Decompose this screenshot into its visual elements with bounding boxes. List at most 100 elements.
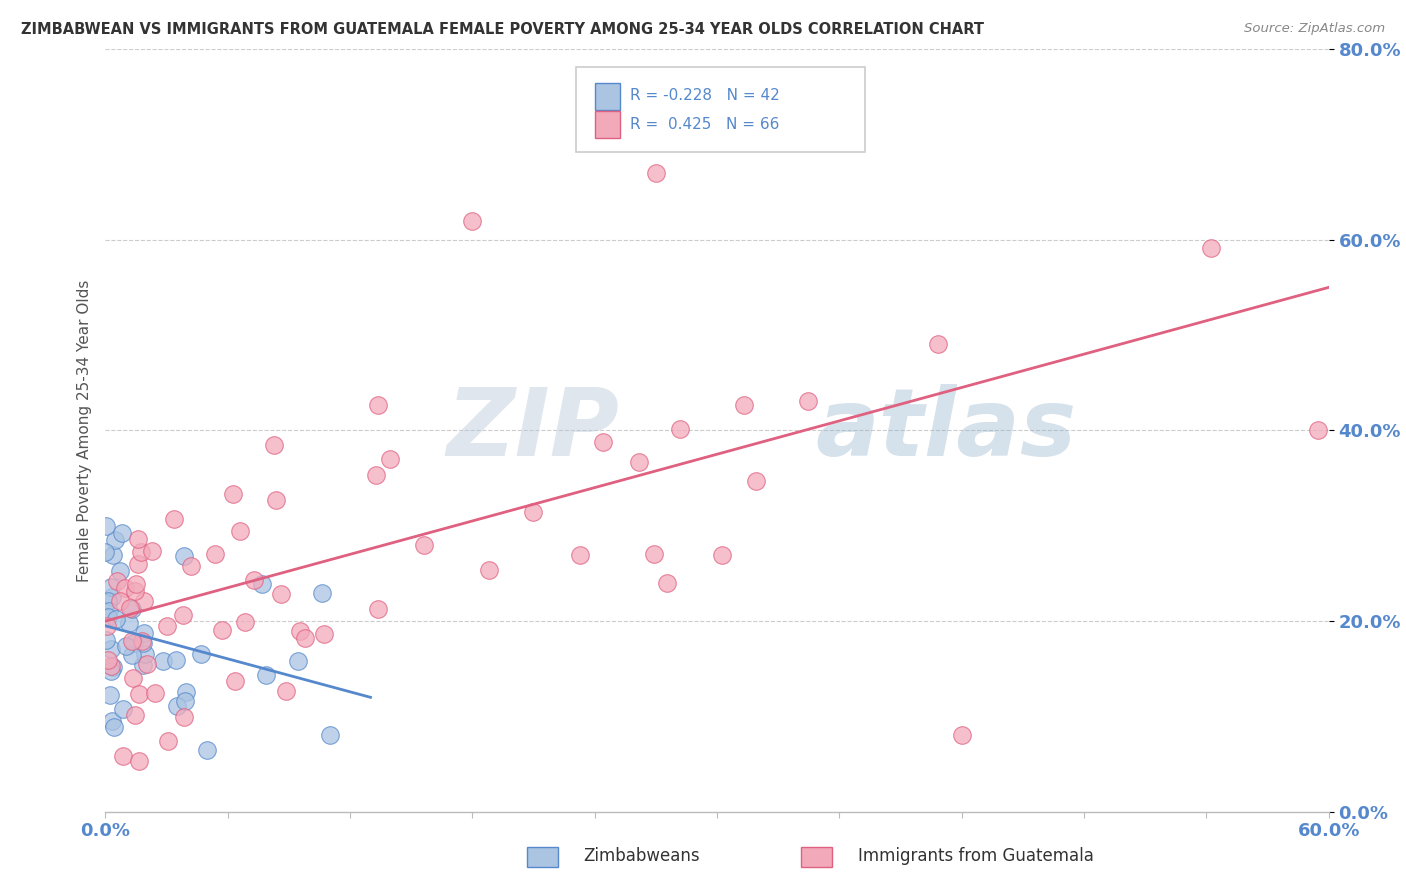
Point xyxy=(129,545,152,559)
Point xyxy=(669,422,692,436)
Point xyxy=(242,573,264,587)
Point xyxy=(270,587,292,601)
Point xyxy=(128,687,150,701)
Point xyxy=(132,658,155,673)
Point xyxy=(224,673,246,688)
Point xyxy=(294,631,316,645)
Point xyxy=(478,563,501,577)
Point xyxy=(100,641,122,656)
Text: Immigrants from Guatemala: Immigrants from Guatemala xyxy=(858,847,1094,865)
Point xyxy=(366,467,388,482)
Point xyxy=(97,594,120,608)
Point xyxy=(413,538,436,552)
Point xyxy=(124,707,146,722)
Point xyxy=(367,398,389,412)
Text: R = -0.228   N = 42: R = -0.228 N = 42 xyxy=(630,88,780,103)
Point xyxy=(797,394,820,409)
Point xyxy=(927,337,949,351)
Text: ZIP: ZIP xyxy=(446,384,619,476)
Point xyxy=(288,624,311,639)
Point xyxy=(121,634,143,648)
Point xyxy=(163,512,186,526)
Point xyxy=(173,549,195,564)
Point xyxy=(627,455,650,469)
Point xyxy=(122,636,145,650)
Point xyxy=(522,505,544,519)
Point xyxy=(166,699,188,714)
Point xyxy=(98,688,121,702)
Point xyxy=(311,585,333,599)
Point xyxy=(1308,424,1330,438)
Point xyxy=(172,607,194,622)
Point xyxy=(118,615,141,630)
Text: ZIMBABWEAN VS IMMIGRANTS FROM GUATEMALA FEMALE POVERTY AMONG 25-34 YEAR OLDS COR: ZIMBABWEAN VS IMMIGRANTS FROM GUATEMALA … xyxy=(21,22,984,37)
Point xyxy=(115,639,138,653)
Point xyxy=(592,434,614,449)
Point xyxy=(733,398,755,412)
Point xyxy=(141,543,163,558)
Point xyxy=(250,577,273,591)
Point xyxy=(108,564,131,578)
Point xyxy=(127,557,149,571)
Point xyxy=(122,671,145,685)
Point xyxy=(103,720,125,734)
Point xyxy=(128,754,150,768)
Point xyxy=(94,518,117,533)
Point xyxy=(211,623,233,637)
Point xyxy=(94,545,117,559)
Point xyxy=(950,728,973,742)
Point xyxy=(174,693,197,707)
Point xyxy=(165,652,187,666)
Point xyxy=(104,533,127,547)
Point xyxy=(229,524,252,539)
Point xyxy=(367,602,389,616)
Point xyxy=(121,602,143,616)
Point xyxy=(100,591,122,605)
Text: Zimbabweans: Zimbabweans xyxy=(583,847,700,865)
Point xyxy=(127,532,149,546)
Point xyxy=(655,576,678,591)
Point xyxy=(312,626,335,640)
Point xyxy=(378,452,401,467)
Y-axis label: Female Poverty Among 25-34 Year Olds: Female Poverty Among 25-34 Year Olds xyxy=(76,279,91,582)
Point xyxy=(96,619,118,633)
Point xyxy=(101,549,124,563)
Point xyxy=(136,657,159,671)
Point xyxy=(204,547,226,561)
Point xyxy=(100,659,122,673)
Point xyxy=(274,683,297,698)
Point xyxy=(180,559,202,574)
Point xyxy=(111,526,134,541)
Point xyxy=(96,633,118,648)
Point xyxy=(105,612,128,626)
Point xyxy=(254,668,277,682)
Point xyxy=(97,653,120,667)
Point xyxy=(152,655,174,669)
Point xyxy=(143,686,166,700)
Point xyxy=(132,635,155,649)
Point xyxy=(644,166,668,180)
Point xyxy=(103,660,125,674)
Point xyxy=(569,548,592,562)
Point xyxy=(134,625,156,640)
Point xyxy=(745,474,768,488)
Point xyxy=(105,574,128,588)
Point xyxy=(108,594,131,608)
Point xyxy=(100,664,122,678)
Point xyxy=(711,548,734,562)
Point xyxy=(118,600,141,615)
Text: Source: ZipAtlas.com: Source: ZipAtlas.com xyxy=(1244,22,1385,36)
Point xyxy=(173,710,195,724)
Point xyxy=(156,734,179,748)
Point xyxy=(134,647,156,661)
Point xyxy=(124,584,146,599)
Text: atlas: atlas xyxy=(815,384,1076,476)
Text: R =  0.425   N = 66: R = 0.425 N = 66 xyxy=(630,118,779,132)
Point xyxy=(643,547,665,561)
Point xyxy=(97,610,120,624)
Point xyxy=(114,581,136,595)
Point xyxy=(174,685,197,699)
Point xyxy=(263,437,285,451)
Point xyxy=(132,593,155,607)
Point xyxy=(287,654,309,668)
